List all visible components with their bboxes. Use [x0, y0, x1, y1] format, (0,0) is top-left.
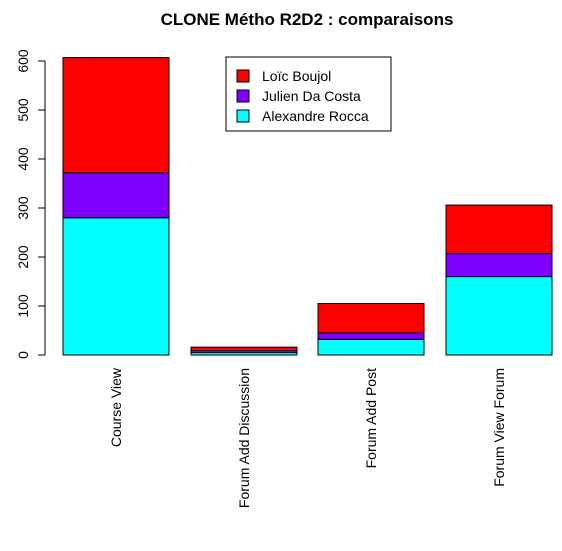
y-tick-label: 300 [15, 196, 31, 220]
bar-segment [445, 276, 553, 356]
legend-swatch [236, 109, 250, 123]
x-category-label: Forum View Forum [491, 368, 507, 487]
bar-segment [317, 338, 425, 356]
bar-segment [445, 204, 553, 255]
y-tick-label: 0 [15, 351, 31, 359]
y-tick-label: 400 [15, 147, 31, 171]
y-tick-label: 600 [15, 49, 31, 73]
legend-swatch [236, 89, 250, 103]
legend-label: Julien Da Costa [262, 88, 361, 104]
y-axis: 0 100 200 300 400 500 600 [15, 49, 46, 359]
bars [62, 57, 553, 356]
bar-segment [62, 217, 170, 356]
bar-segment [317, 303, 425, 334]
y-tick-label: 500 [15, 98, 31, 122]
x-category-label: Course View [108, 367, 124, 447]
bar-segment [62, 57, 170, 174]
x-axis-labels: Course View Forum Add Discussion Forum Add… [108, 367, 507, 508]
y-tick-label: 200 [15, 245, 31, 269]
bar-segment [190, 346, 298, 352]
legend: Loïc Boujol Julien Da Costa Alexandre Rocc… [225, 56, 392, 132]
bar-segment [445, 253, 553, 278]
legend-label: Loïc Boujol [262, 68, 331, 84]
x-category-label: Forum Add Post [363, 368, 379, 468]
bar-segment [62, 172, 170, 219]
legend-swatch [236, 69, 250, 83]
legend-box [225, 56, 392, 132]
bar-segment [317, 332, 425, 340]
chart-title: CLONE Métho R2D2 : comparaisons [161, 10, 454, 29]
y-tick-label: 100 [15, 294, 31, 318]
legend-label: Alexandre Rocca [262, 108, 369, 124]
x-category-label: Forum Add Discussion [236, 368, 252, 508]
